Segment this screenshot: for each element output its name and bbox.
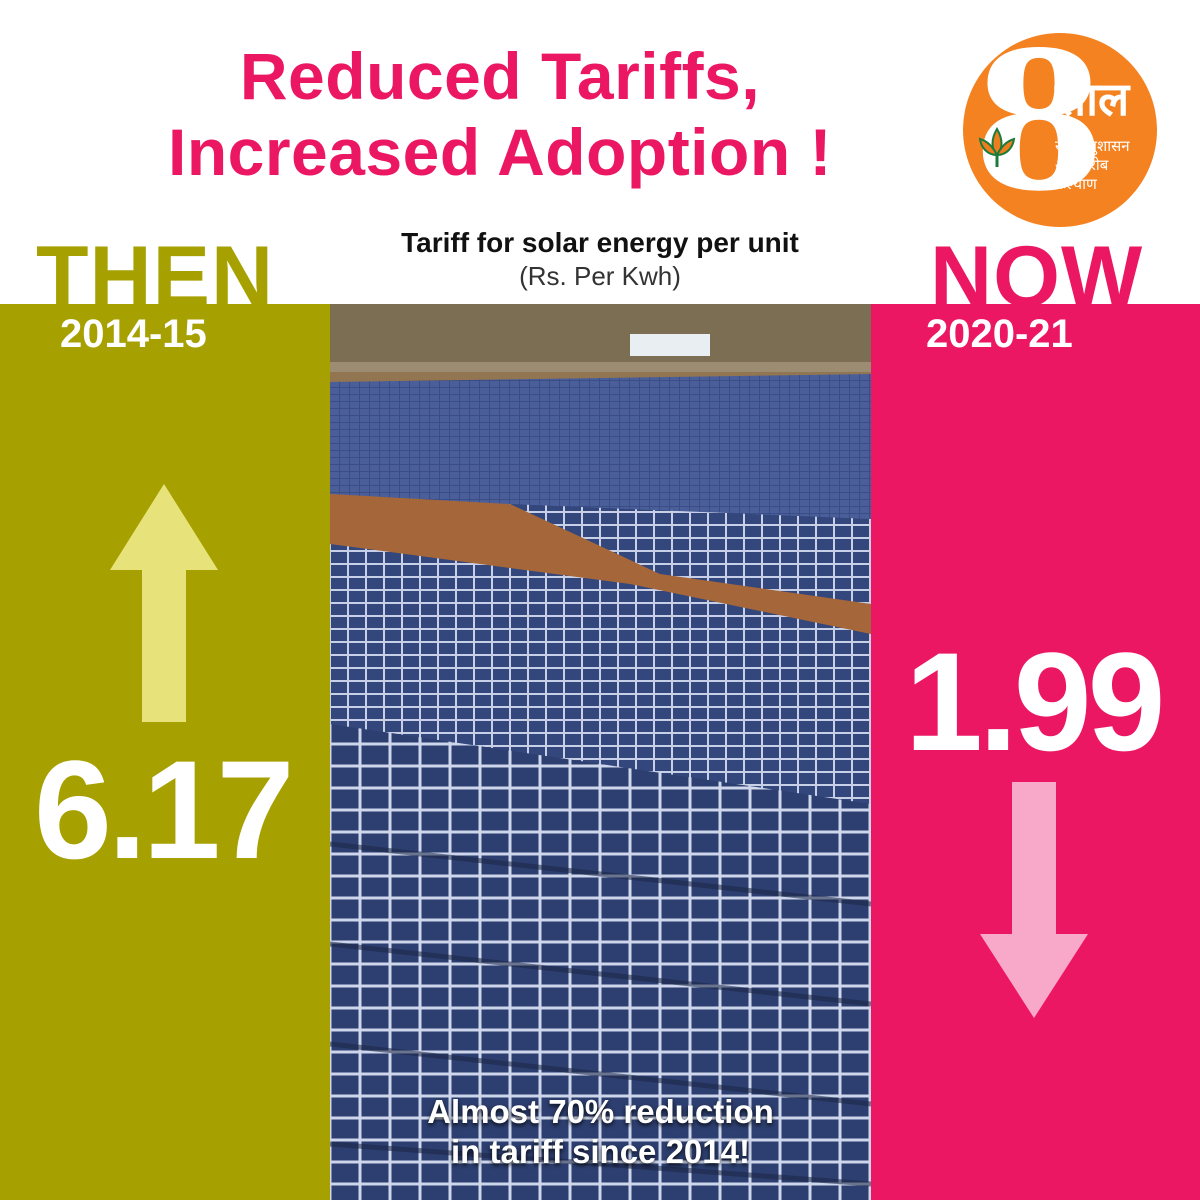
caption-line-2: in tariff since 2014! — [451, 1133, 750, 1170]
title-line-2: Increased Adoption ! — [168, 115, 832, 189]
logo-word: साल — [1055, 72, 1130, 126]
now-value: 1.99 — [905, 623, 1165, 780]
now-year: 2020-21 — [926, 312, 1073, 356]
then-column — [0, 304, 330, 1200]
lotus-icon — [978, 127, 1016, 167]
subtitle-unit: (Rs. Per Kwh) — [519, 261, 681, 291]
page-title: Reduced Tariffs, Increased Adoption ! — [60, 38, 940, 190]
subtitle-main: Tariff for solar energy per unit — [401, 227, 799, 258]
arrow-down-icon — [980, 782, 1088, 1018]
solar-farm-photo — [330, 304, 871, 1200]
anniversary-logo: 8 साल सेवा, सुशासन और गरीब कल्याण — [963, 33, 1157, 227]
logo-numeral: 8 — [973, 33, 1106, 227]
title-line-1: Reduced Tariffs, — [239, 39, 761, 113]
now-column — [871, 304, 1200, 1200]
caption-line-1: Almost 70% reduction — [427, 1093, 774, 1130]
logo-tagline: सेवा, सुशासन और गरीब कल्याण — [1055, 137, 1130, 193]
then-value: 6.17 — [34, 731, 294, 888]
reduction-caption: Almost 70% reduction in tariff since 201… — [330, 1092, 871, 1172]
chart-subtitle: Tariff for solar energy per unit (Rs. Pe… — [330, 226, 870, 292]
then-year: 2014-15 — [60, 312, 207, 356]
arrow-up-icon — [110, 484, 218, 722]
